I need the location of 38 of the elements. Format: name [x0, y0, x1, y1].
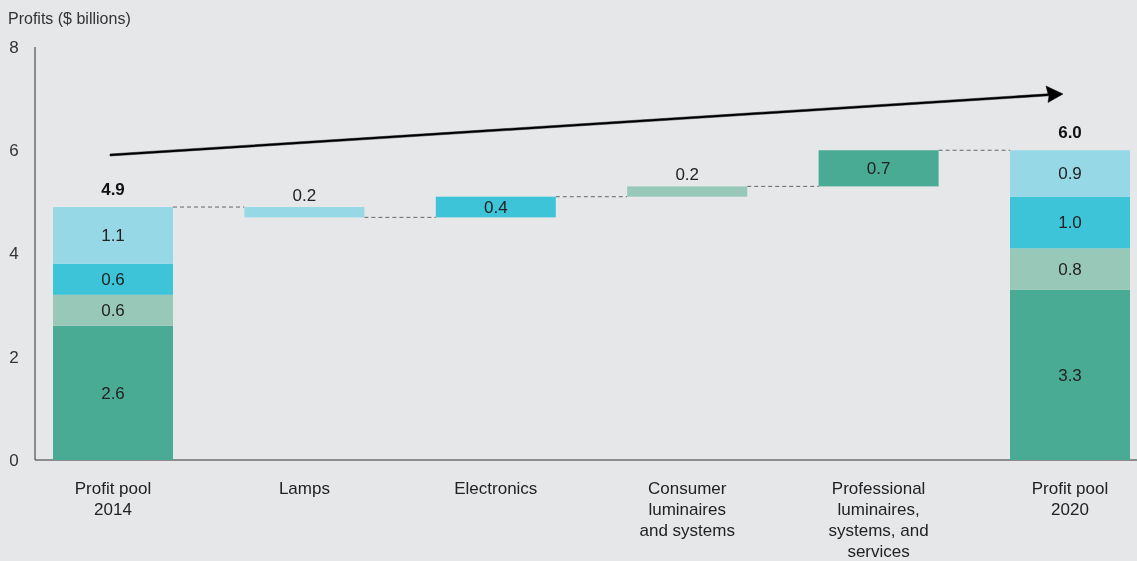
bar	[53, 325, 173, 460]
bar	[1010, 150, 1130, 197]
bar	[818, 150, 939, 187]
x-tick-label: Consumer luminaires and systems	[639, 479, 735, 540]
total-label: 6.0	[1058, 123, 1082, 143]
data-label: 0.6	[101, 270, 125, 290]
bar	[53, 263, 173, 295]
data-label: 1.1	[101, 226, 125, 246]
data-label: 3.3	[1058, 365, 1082, 385]
bar	[627, 186, 748, 197]
bar	[1010, 196, 1130, 249]
data-label: 0.8	[1058, 259, 1082, 279]
data-label: 0.7	[866, 159, 891, 179]
y-tick-label: 4	[9, 244, 19, 264]
x-tick-label: Professional luminaires, systems, and services	[828, 479, 929, 561]
bar	[435, 196, 556, 218]
bar	[1010, 248, 1130, 290]
bar	[53, 294, 173, 326]
data-label: 2.6	[101, 383, 125, 403]
total-label: 4.9	[101, 180, 125, 200]
data-label: 0.6	[101, 301, 125, 321]
data-label: 1.0	[1058, 213, 1082, 233]
bar	[244, 207, 365, 218]
data-label: 0.9	[1058, 164, 1082, 184]
y-axis-title: Profits ($ billions)	[8, 10, 131, 27]
data-label: 0.4	[483, 197, 508, 217]
y-tick-label: 2	[9, 347, 19, 367]
x-tick-label: Profit pool 2014	[74, 479, 152, 519]
y-tick-label: 6	[9, 141, 19, 161]
data-label: 0.2	[292, 186, 317, 206]
bar	[1010, 289, 1130, 460]
x-tick-label: Lamps	[278, 479, 330, 498]
y-tick-label: 0	[9, 450, 19, 470]
y-tick-label: 8	[9, 37, 19, 57]
x-tick-label: Profit pool 2020	[1031, 479, 1109, 519]
bar	[53, 207, 173, 264]
data-label: 0.2	[675, 165, 700, 185]
x-tick-label: Electronics	[454, 479, 538, 498]
